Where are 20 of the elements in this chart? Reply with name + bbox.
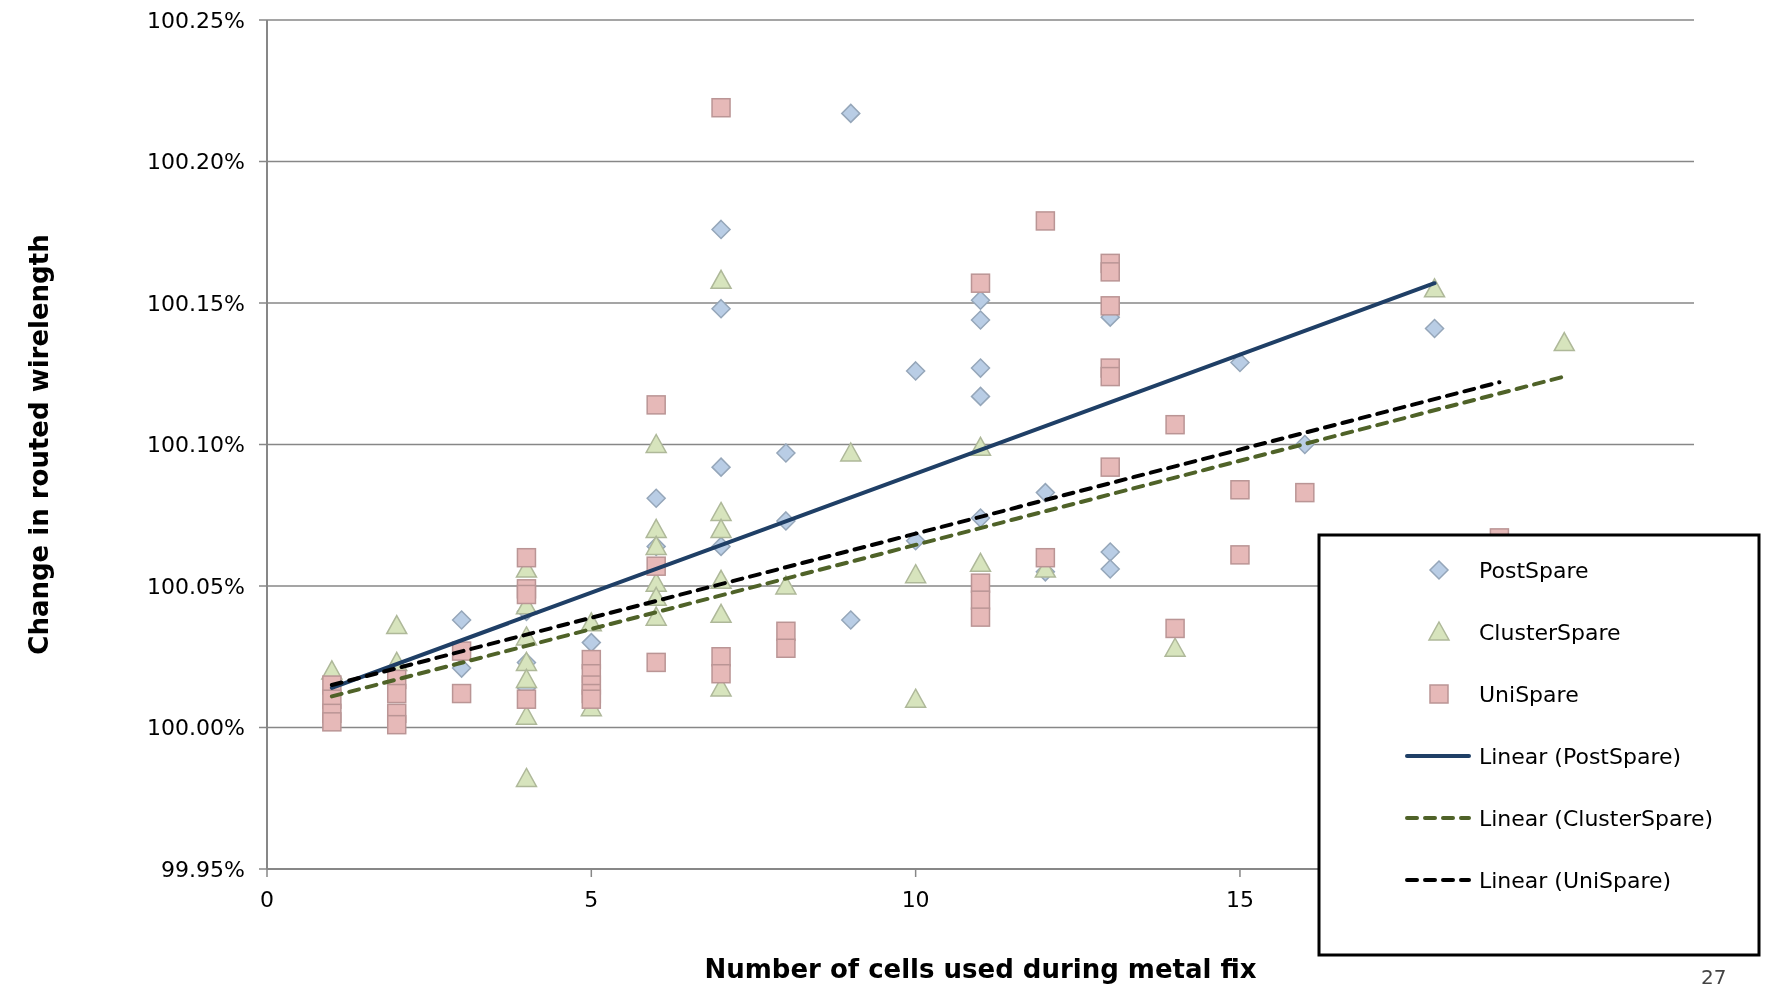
y-tick-label: 100.05% bbox=[147, 573, 245, 599]
y-tick-label: 99.95% bbox=[161, 856, 245, 882]
legend-label: Linear (UniSpare) bbox=[1479, 867, 1672, 893]
y-tick-label: 100.15% bbox=[147, 290, 245, 316]
y-tick-label: 100.20% bbox=[147, 149, 245, 174]
legend-label: PostSpare bbox=[1479, 557, 1589, 583]
x-tick-label: 15 bbox=[1225, 887, 1254, 912]
legend-label: Linear (PostSpare) bbox=[1479, 743, 1682, 769]
legend-label: UniSpare bbox=[1479, 681, 1579, 707]
y-tick-label: 100.10% bbox=[147, 432, 245, 457]
y-tick-label: 100.00% bbox=[147, 715, 245, 740]
x-tick-label: 5 bbox=[584, 887, 599, 912]
text: 27 bbox=[1701, 965, 1727, 989]
x-tick-label: 0 bbox=[260, 887, 274, 912]
y-tick-label: 100.25% bbox=[147, 7, 245, 33]
legend-label: Linear (ClusterSpare) bbox=[1479, 805, 1714, 831]
x-axis-title: Number of cells used during metal fix bbox=[704, 954, 1257, 984]
y-axis-title: Change in routed wirelength bbox=[24, 234, 54, 655]
x-tick-label: 10 bbox=[901, 887, 930, 912]
legend-label: ClusterSpare bbox=[1479, 619, 1621, 645]
